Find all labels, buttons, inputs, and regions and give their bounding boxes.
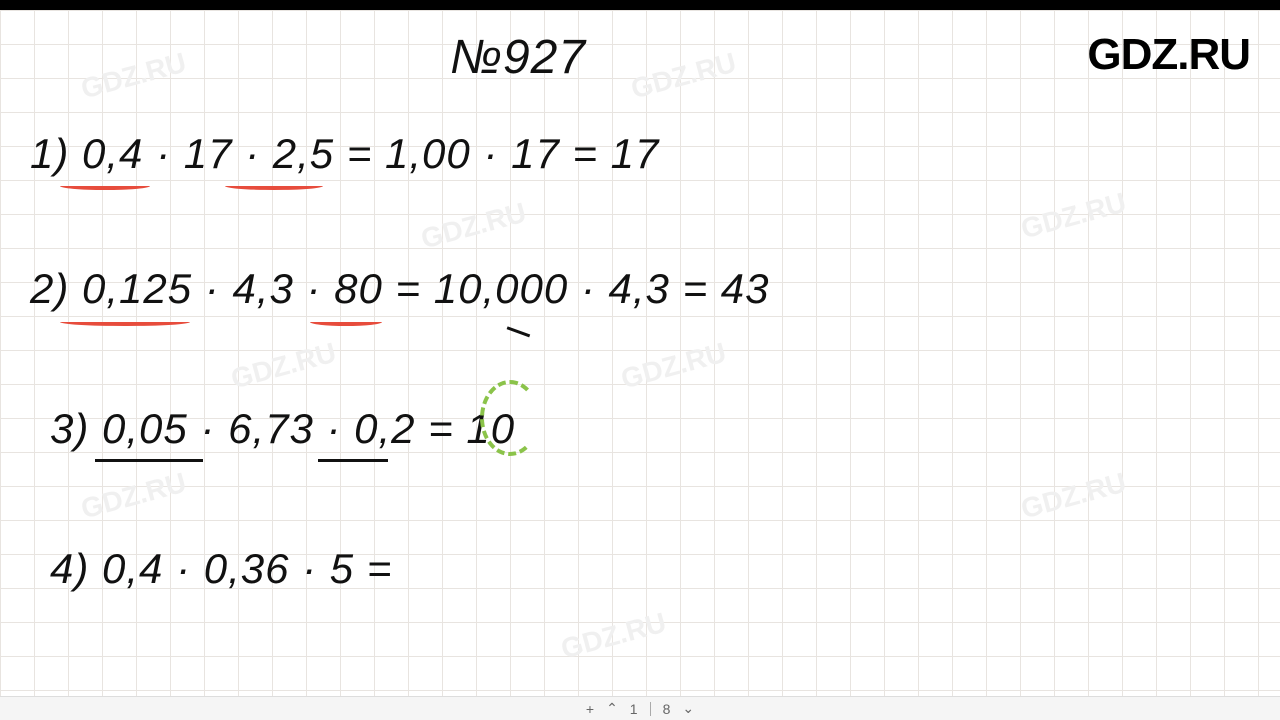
problem-number-title: №927 [450,30,586,85]
red-underline [310,318,382,326]
black-underline [318,458,388,462]
equation-line-4: 4) 0,4 · 0,36 · 5 = [50,545,392,593]
equation-line-2: 2) 0,125 · 4,3 · 80 = 10,000 · 4,3 = 43 [30,265,770,313]
page-current: 1 [630,701,638,717]
pager-divider [650,702,651,716]
page-up-button[interactable]: ⌃ [606,700,618,717]
black-underline [95,458,203,462]
site-logo: GDZ.RU [1087,30,1250,80]
page-down-button[interactable]: ⌄ [682,700,694,717]
grid-background [0,10,1280,700]
page-total: 8 [663,701,671,717]
red-underline [60,182,150,190]
equation-line-1: 1) 0,4 · 17 · 2,5 = 1,00 · 17 = 17 [30,130,659,178]
red-underline [225,182,323,190]
red-underline [60,318,190,326]
green-dashed-circle [480,380,540,456]
top-black-bar [0,0,1280,10]
zoom-plus-button[interactable]: + [586,701,594,717]
equation-line-3: 3) 0,05 · 6,73 · 0,2 = 10 [50,405,515,453]
pager-bar: + ⌃ 1 8 ⌄ [0,696,1280,720]
